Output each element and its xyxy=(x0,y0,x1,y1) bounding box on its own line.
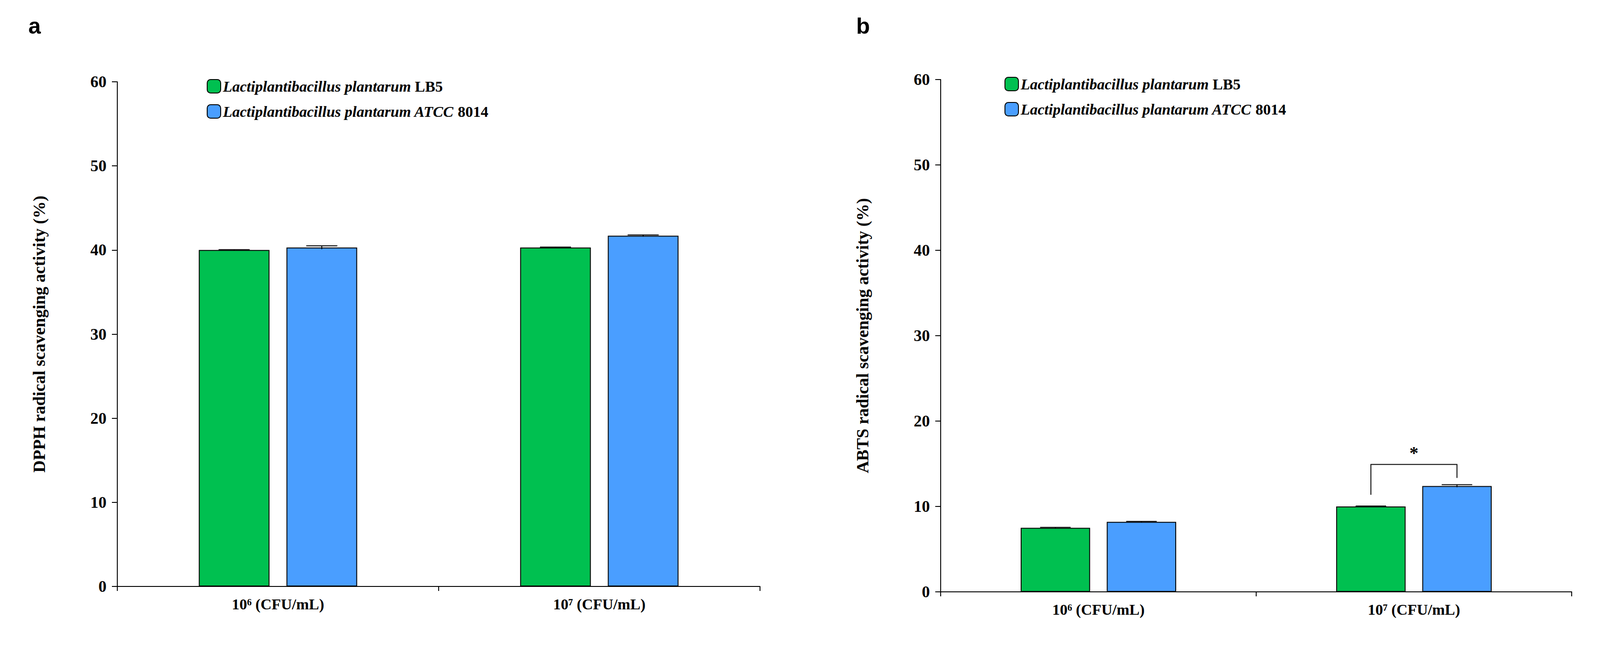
svg-text:50: 50 xyxy=(90,156,107,175)
svg-text:0: 0 xyxy=(921,582,930,601)
svg-text:Lactiplantibacillus plantarum: Lactiplantibacillus plantarum xyxy=(1020,75,1213,93)
svg-text:60: 60 xyxy=(90,72,107,91)
svg-text:10⁶ (CFU/mL): 10⁶ (CFU/mL) xyxy=(1052,601,1145,619)
svg-text:40: 40 xyxy=(913,241,930,260)
svg-text:20: 20 xyxy=(913,412,930,431)
svg-text:0: 0 xyxy=(98,577,107,596)
svg-text:30: 30 xyxy=(913,326,930,345)
svg-text:DPPH radical scavenging activi: DPPH radical scavenging activity (%) xyxy=(29,195,49,473)
svg-text:8014: 8014 xyxy=(457,103,489,120)
svg-text:Lactiplantibacillus plantarum: Lactiplantibacillus plantarum ATCC xyxy=(1020,101,1255,118)
svg-text:10⁷ (CFU/mL): 10⁷ (CFU/mL) xyxy=(553,595,646,614)
svg-text:Lactiplantibacillus plantarum: Lactiplantibacillus plantarum ATCC xyxy=(222,103,458,120)
svg-text:8014: 8014 xyxy=(1255,101,1286,118)
svg-text:b: b xyxy=(856,13,871,39)
svg-text:60: 60 xyxy=(913,70,930,89)
svg-text:30: 30 xyxy=(90,325,107,344)
svg-text:10⁷ (CFU/mL): 10⁷ (CFU/mL) xyxy=(1367,601,1461,619)
svg-text:20: 20 xyxy=(90,409,107,428)
svg-text:a: a xyxy=(28,13,42,39)
svg-text:10⁶ (CFU/mL): 10⁶ (CFU/mL) xyxy=(231,595,325,614)
svg-text:ABTS radical scavenging activi: ABTS radical scavenging activity (%) xyxy=(853,198,873,474)
svg-text:LB5: LB5 xyxy=(414,78,443,95)
svg-text:50: 50 xyxy=(913,155,930,174)
svg-text:10: 10 xyxy=(90,493,107,512)
svg-text:40: 40 xyxy=(90,240,107,259)
svg-text:*: * xyxy=(1409,442,1419,463)
svg-text:Lactiplantibacillus plantarum: Lactiplantibacillus plantarum xyxy=(222,78,415,95)
svg-text:10: 10 xyxy=(913,497,930,516)
svg-text:LB5: LB5 xyxy=(1212,75,1241,93)
